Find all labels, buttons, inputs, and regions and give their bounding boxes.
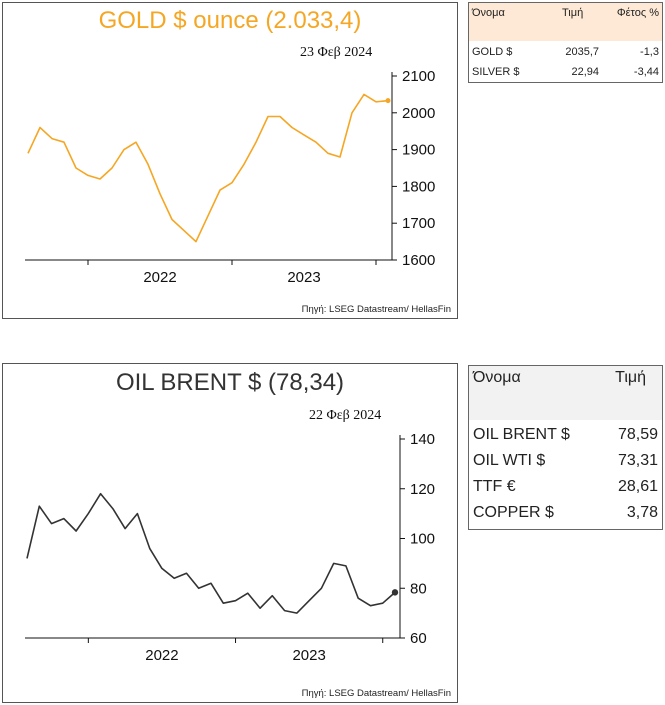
gold-chart-plot: 1600 1700 1800 1900 2000 2100 2022 2023 bbox=[25, 68, 435, 286]
row-price: 3,78 bbox=[626, 504, 658, 521]
row-price: 78,59 bbox=[617, 426, 658, 443]
oil-price-table: Όνομα Τιμή OIL BRENT $ 78,59 OIL WTI $ 7… bbox=[468, 365, 663, 530]
x-tick-label: 2022 bbox=[143, 269, 176, 286]
x-tick-label: 2022 bbox=[145, 647, 178, 664]
column-header-ytd: Φέτος % bbox=[616, 7, 659, 19]
row-name: SILVER $ bbox=[472, 66, 520, 78]
column-header-price: Τιμή bbox=[615, 369, 646, 386]
column-header-price: Τιμή bbox=[562, 7, 584, 19]
series-line bbox=[26, 492, 396, 614]
y-tick-label: 1600 bbox=[402, 252, 435, 269]
y-tick-label: 140 bbox=[410, 431, 435, 448]
y-tick-label: 2100 bbox=[402, 68, 435, 85]
oil-chart-title: OIL BRENT $ (78,34) bbox=[115, 369, 345, 396]
column-header-name: Όνομα bbox=[472, 7, 505, 19]
oil-chart-source: Πηγή: LSEG Datastream/ HellasFin bbox=[301, 688, 451, 699]
x-tick-label: 2023 bbox=[287, 269, 320, 286]
y-tick-label: 120 bbox=[410, 481, 435, 498]
gold-chart-date: 23 Φεβ 2024 bbox=[300, 45, 373, 60]
table-row: TTF € 28,61 bbox=[469, 478, 662, 502]
y-tick-label: 1700 bbox=[402, 215, 435, 232]
row-name: OIL WTI $ bbox=[473, 452, 546, 469]
row-name: OIL BRENT $ bbox=[473, 426, 570, 443]
x-tick-label: 2023 bbox=[292, 647, 325, 664]
table-row: OIL BRENT $ 78,59 bbox=[469, 426, 662, 450]
row-price: 73,31 bbox=[617, 452, 658, 469]
row-price: 2035,7 bbox=[565, 46, 599, 58]
y-tick-label: 2000 bbox=[402, 105, 435, 122]
oil-chart-date: 22 Φεβ 2024 bbox=[309, 408, 382, 423]
gold-chart-source: Πηγή: LSEG Datastream/ HellasFin bbox=[301, 304, 451, 315]
row-ytd: -1,3 bbox=[640, 46, 659, 58]
column-header-name: Όνομα bbox=[473, 369, 521, 386]
last-value-marker bbox=[385, 98, 391, 104]
table-row: SILVER $ 22,94 -3,44 bbox=[469, 66, 662, 83]
y-tick-label: 60 bbox=[410, 630, 427, 647]
oil-chart-plot: 60 80 100 120 140 2022 2023 bbox=[25, 431, 435, 664]
table-row: COPPER $ 3,78 bbox=[469, 504, 662, 528]
row-name: TTF € bbox=[473, 478, 516, 495]
row-name: GOLD $ bbox=[472, 46, 513, 58]
table-row: OIL WTI $ 73,31 bbox=[469, 452, 662, 476]
gold-chart-title: GOLD $ ounce (2.033,4) bbox=[98, 7, 362, 34]
table-row: GOLD $ 2035,7 -1,3 bbox=[469, 46, 662, 63]
y-tick-label: 80 bbox=[410, 580, 427, 597]
table-header: Όνομα Τιμή bbox=[469, 366, 662, 420]
row-price: 28,61 bbox=[617, 478, 658, 495]
row-ytd: -3,44 bbox=[633, 66, 659, 78]
gold-chart-panel: GOLD $ ounce (2.033,4) 23 Φεβ 2024 1600 1… bbox=[2, 2, 458, 319]
oil-chart-panel: OIL BRENT $ (78,34) 22 Φεβ 2024 60 80 100 1… bbox=[2, 363, 458, 703]
series-line bbox=[27, 93, 389, 243]
row-price: 22,94 bbox=[571, 66, 599, 78]
y-tick-label: 1900 bbox=[402, 142, 435, 159]
table-header: Όνομα Τιμή Φέτος % bbox=[469, 3, 662, 41]
y-tick-label: 100 bbox=[410, 531, 435, 548]
y-tick-label: 1800 bbox=[402, 178, 435, 195]
gold-price-table: Όνομα Τιμή Φέτος % GOLD $ 2035,7 -1,3 SI… bbox=[468, 2, 663, 83]
row-name: COPPER $ bbox=[473, 504, 554, 521]
last-value-marker bbox=[391, 589, 399, 596]
